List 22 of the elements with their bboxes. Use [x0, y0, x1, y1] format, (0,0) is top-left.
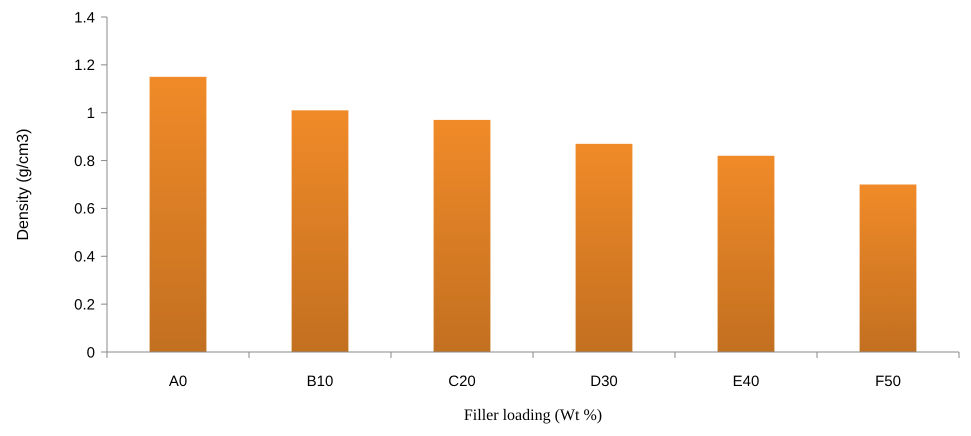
- y-tick-label: 0.8: [74, 152, 95, 170]
- bar: [150, 76, 206, 352]
- y-tick-label: 1: [86, 104, 95, 122]
- y-tick-label: 0: [86, 344, 95, 362]
- bar: [860, 184, 916, 352]
- x-tick-label: B10: [306, 373, 334, 390]
- x-tick-label: E40: [732, 373, 760, 390]
- y-tick-label: 0.2: [74, 296, 95, 314]
- bar: [576, 144, 632, 352]
- bar: [718, 156, 774, 352]
- y-tick-label: 0.4: [74, 248, 95, 266]
- y-axis-title: Density (g/cm3): [15, 128, 32, 241]
- x-tick-label: C20: [448, 373, 476, 390]
- y-tick-label: 1.4: [74, 9, 95, 26]
- y-tick-label: 1.2: [74, 57, 95, 74]
- bar: [292, 110, 348, 352]
- y-tick-label: 0.6: [74, 200, 95, 218]
- x-tick-label: A0: [168, 373, 188, 390]
- x-tick-label: F50: [875, 373, 901, 390]
- bar: [434, 120, 490, 352]
- x-axis-title: Filler loading (Wt %): [464, 407, 602, 424]
- x-tick-label: D30: [590, 373, 618, 390]
